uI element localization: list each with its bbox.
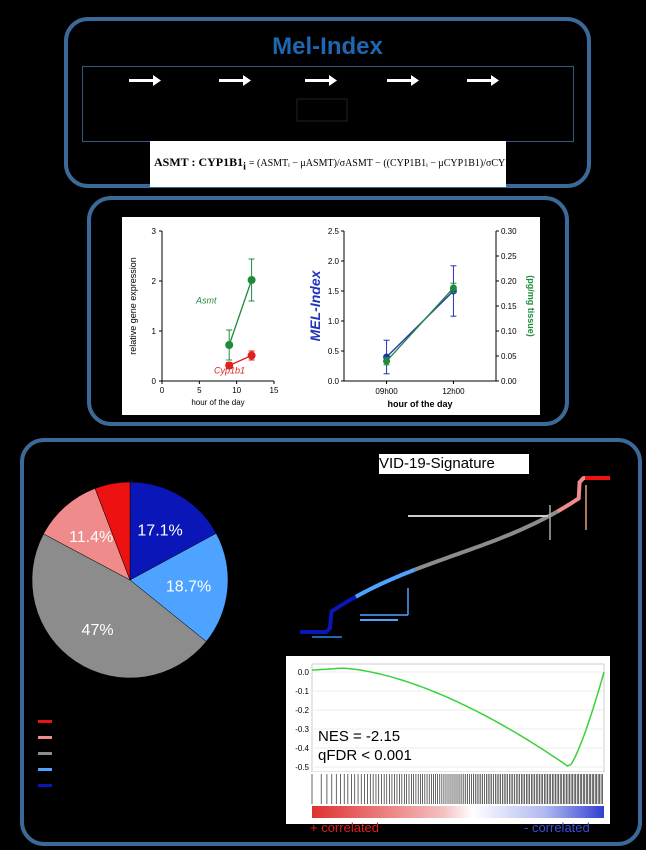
y-tick-label: 1.5 — [328, 287, 340, 296]
mel-index-panel: Mel-Index ASMT : CYP1B1i = (ASMTᵢ − μASM… — [64, 17, 591, 188]
y-tick-label: 3 — [152, 227, 157, 236]
mel-index-title: Mel-Index — [272, 33, 383, 60]
y-tick-label-right: 0.15 — [501, 302, 517, 311]
pie-slice — [129, 532, 229, 642]
series-label: Asmt — [195, 296, 217, 306]
x-tick-label: 10 — [232, 386, 241, 395]
formula-card: ASMT : CYP1B1i = (ASMTᵢ − μASMT)/σASMT −… — [150, 141, 531, 187]
pie-slice-label: 18.7% — [166, 578, 211, 595]
y-axis-label: relative gene expression — [128, 257, 138, 355]
y-tick-label: -0.4 — [295, 744, 309, 753]
y-tick-label: -0.5 — [295, 763, 309, 772]
y-tick-label: 2 — [152, 277, 157, 286]
data-point — [225, 341, 234, 349]
legend-swatch — [38, 752, 52, 755]
y-tick-label: 2.0 — [328, 257, 340, 266]
y-tick-label: -0.3 — [295, 725, 309, 734]
y-tick-label: 2.5 — [328, 227, 340, 236]
legend-swatch — [38, 720, 52, 723]
gene-flow-box — [82, 66, 574, 142]
gene-label-box — [296, 98, 348, 122]
y-tick-label: 1 — [152, 327, 157, 336]
arrow-icon — [467, 75, 499, 86]
pos-correlated-label: + correlated — [310, 820, 380, 835]
arrow-icon — [387, 75, 419, 86]
y-axis-label-left: MEL-Index — [308, 269, 323, 341]
x-tick-label: 5 — [197, 386, 202, 395]
y-tick-label-right: 0.05 — [501, 352, 517, 361]
data-point — [449, 284, 457, 292]
x-tick-label: 12h00 — [442, 387, 465, 396]
pie-slice-label: 47% — [82, 622, 114, 639]
y-tick-label-right: 0.20 — [501, 277, 517, 286]
qfdr-label: qFDR < 0.001 — [318, 747, 412, 764]
enrichment-curve — [311, 667, 605, 767]
pie-slice-label: 17.1% — [137, 522, 182, 539]
x-tick-label: 0 — [160, 386, 165, 395]
gsea-card: 0.0 -0.1 -0.2 -0.3 -0.4 -0.5 NES = -2.15 qFDR… — [286, 656, 610, 824]
x-tick-label: 15 — [270, 386, 279, 395]
formula-rhs: = (ASMTᵢ − μASMT)/σASMT − ((CYP1B1ᵢ − μC… — [248, 158, 531, 169]
neg-correlated-label: - correlated — [524, 820, 590, 835]
gene-expression-chart: 0 1 2 3 0 5 10 15 hour of the day relative gene e… — [128, 227, 279, 407]
series-line — [228, 354, 252, 367]
formula-sub: i — [243, 161, 246, 173]
formula-lhs: ASMT : CYP1B1 — [154, 155, 244, 169]
series-line — [386, 287, 454, 362]
nes-label: NES = -2.15 — [318, 728, 401, 745]
expression-panel: 0 1 2 3 0 5 10 15 hour of the day relative gene e… — [87, 196, 569, 426]
y-axis-label-right: melatonin — [537, 280, 540, 332]
y-tick-label: 1.0 — [328, 317, 340, 326]
y-axis-label-right-unit: (pg/mg tissue) — [526, 275, 536, 337]
y-tick-label-right: 0.10 — [501, 327, 517, 336]
arrow-row — [129, 75, 499, 122]
series-label: Cyp1b1 — [214, 366, 245, 376]
rank-segment — [300, 595, 357, 634]
data-point — [225, 361, 234, 370]
arrow-icon — [219, 75, 251, 86]
signature-title: VID-19-Signature — [379, 454, 529, 474]
y-tick-label: 0.5 — [328, 347, 340, 356]
legend-swatch — [38, 784, 52, 787]
gsea-frame — [311, 663, 605, 773]
data-point — [383, 357, 391, 365]
y-tick-label-right: 0.30 — [501, 227, 517, 236]
rank-segment — [413, 509, 559, 572]
series-line — [228, 279, 253, 346]
y-tick-label: 0 — [152, 377, 157, 386]
mel-index-chart: 0.0 0.5 1.0 1.5 2.0 2.5 0.00 0.05 0.10 0.15 0.20 0.… — [308, 227, 540, 409]
x-tick-label: 09h00 — [375, 387, 398, 396]
pie-slice — [43, 488, 131, 581]
formula-text: ASMT : CYP1B1i = (ASMTᵢ − μASMT)/σASMT −… — [154, 155, 531, 172]
y-tick-label: 0.0 — [298, 668, 310, 677]
arrow-icon — [305, 75, 337, 86]
pie-slice — [94, 481, 131, 581]
rank-curve — [300, 476, 610, 638]
rank-segment — [556, 476, 586, 514]
y-tick-label: -0.1 — [295, 687, 309, 696]
ranking-bar — [312, 806, 604, 818]
rank-segment — [354, 567, 416, 599]
pie-slice-label: 11.4% — [69, 529, 113, 546]
x-axis-label: hour of the day — [191, 398, 244, 407]
y-tick-label-right: 0.25 — [501, 252, 517, 261]
legend-swatch — [38, 736, 52, 739]
data-point — [247, 276, 256, 284]
pie-chart: 17.1% 18.7% 47% 11.4% — [31, 481, 229, 679]
y-tick-label-right: 0.00 — [501, 377, 517, 386]
data-point — [247, 351, 256, 360]
arrow-icon — [129, 75, 161, 86]
charts-card: 0 1 2 3 0 5 10 15 hour of the day relative gene e… — [122, 217, 540, 415]
legend-swatch — [38, 768, 52, 771]
pie-slice — [129, 481, 217, 581]
x-axis-label: hour of the day — [388, 399, 453, 409]
y-tick-label: -0.2 — [295, 706, 309, 715]
y-tick-label: 0.0 — [328, 377, 340, 386]
pie-slice — [31, 533, 207, 679]
gsea-plot: 0.0 -0.1 -0.2 -0.3 -0.4 -0.5 — [295, 663, 605, 818]
